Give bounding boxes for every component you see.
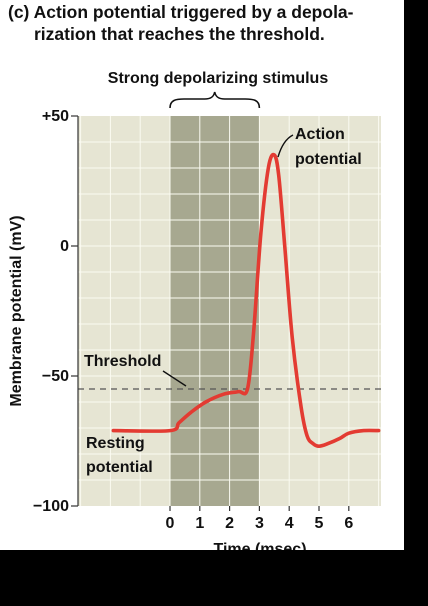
stimulus-window-band [170, 116, 260, 506]
resting-label-line-2: potential [86, 459, 153, 476]
peak-label-line-2: potential [295, 151, 362, 168]
y-tick-label: −100 [33, 498, 69, 515]
horizontal-grid [78, 141, 381, 481]
figure-title: (c) Action potential triggered by a depo… [8, 1, 400, 45]
y-tick-label: −50 [42, 368, 69, 385]
membrane-potential-curve [111, 152, 381, 448]
x-tick-label: 0 [166, 515, 175, 532]
threshold-label: Threshold [84, 353, 161, 370]
y-axis-ticks: +50 0 −50 −100 [33, 108, 78, 515]
peak-pointer [277, 134, 294, 158]
y-tick-label: 0 [60, 238, 69, 255]
peak-label-line-1: Action [295, 126, 345, 143]
action-potential-chart: Strong depolarizing stimulus Threshold A… [8, 70, 381, 550]
x-axis-ticks: 0 1 2 3 4 5 6 [166, 506, 353, 532]
x-axis-title: Time (msec) [213, 541, 306, 550]
figure-title-line-2: rization that reaches the threshold. [34, 24, 325, 44]
y-tick-label: +50 [42, 108, 69, 125]
figure-title-line-1: (c) Action potential triggered by a depo… [8, 2, 354, 22]
x-tick-label: 6 [344, 515, 353, 532]
x-tick-label: 2 [225, 515, 234, 532]
y-axis-title: Membrane potential (mV) [8, 215, 25, 406]
x-tick-label: 3 [255, 515, 264, 532]
x-tick-label: 4 [285, 515, 294, 532]
stimulus-brace [169, 91, 261, 109]
x-tick-label: 1 [195, 515, 204, 532]
threshold-pointer [162, 370, 187, 387]
figure-panel: (c) Action potential triggered by a depo… [0, 0, 404, 550]
resting-label-line-1: Resting [86, 435, 145, 452]
stimulus-label: Strong depolarizing stimulus [108, 70, 329, 87]
x-tick-label: 5 [315, 515, 324, 532]
